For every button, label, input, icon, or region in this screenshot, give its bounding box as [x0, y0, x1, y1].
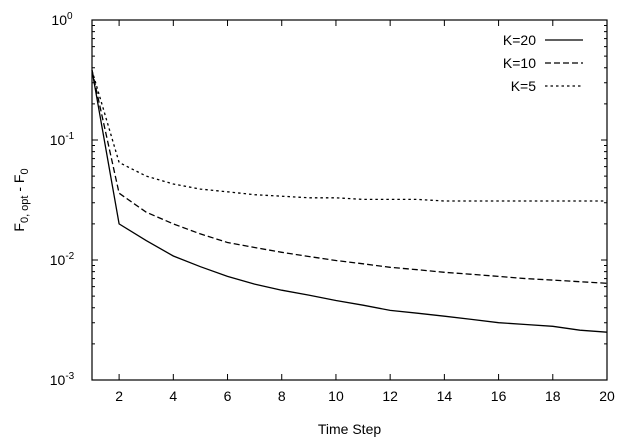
x-tick-label: 20 [599, 388, 615, 404]
plot-frame [91, 19, 608, 381]
y-axis-title: F0, opt - F0 [11, 168, 31, 231]
y-tick-label: 100 [51, 11, 73, 28]
y-tick-label: 10-2 [50, 251, 75, 268]
legend-label: K=10 [503, 55, 536, 71]
series-line-k-20 [91, 70, 608, 333]
series-line-k-10 [91, 70, 608, 284]
x-tick-label: 16 [491, 388, 507, 404]
x-tick-label: 10 [328, 388, 344, 404]
legend: K=20 K=10 K=5 [503, 32, 583, 94]
series-line-k-5 [91, 70, 607, 202]
y-tick-label: 10-1 [50, 131, 75, 148]
x-tick-label: 4 [169, 388, 177, 404]
x-tick-label: 12 [382, 388, 398, 404]
axis-ticks: 2 4 6 8 10 12 14 16 18 20 10-3 10-2 10-1 100 [50, 11, 615, 404]
x-tick-label: 8 [278, 388, 286, 404]
x-tick-label: 6 [224, 388, 232, 404]
x-axis-title: Time Step [318, 421, 381, 437]
x-tick-label: 2 [115, 388, 123, 404]
legend-label: K=5 [511, 78, 537, 94]
legend-label: K=20 [503, 32, 536, 48]
x-tick-label: 18 [545, 388, 561, 404]
y-tick-label: 10-3 [50, 371, 75, 388]
data-series [91, 70, 608, 333]
x-tick-label: 14 [437, 388, 453, 404]
